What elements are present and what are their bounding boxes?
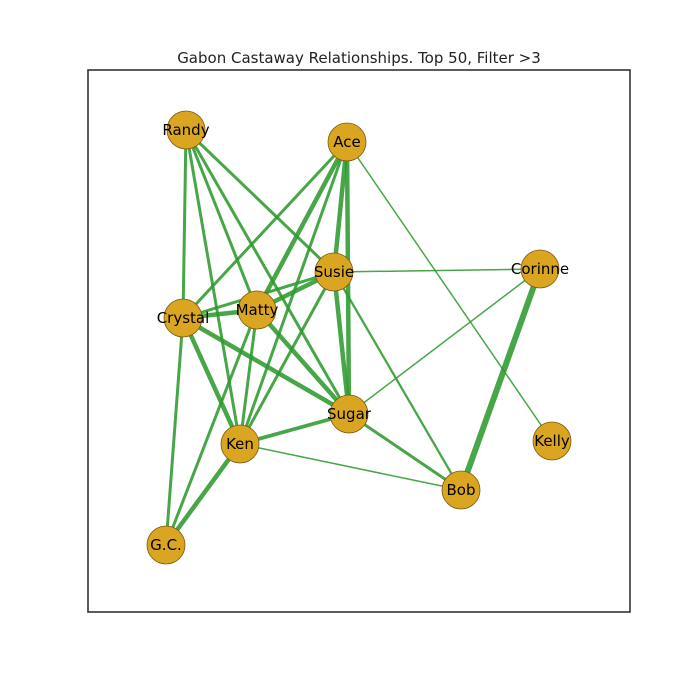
edge-susie-sugar <box>331 271 352 415</box>
node-circle <box>329 394 369 434</box>
edge-ace-matty <box>255 140 349 312</box>
node-susie: Susie <box>314 252 354 292</box>
edge-susie-bob <box>333 271 462 491</box>
node-label: Susie <box>314 263 354 281</box>
node-sugar: Sugar <box>327 394 372 434</box>
edge-crystal-sugar <box>181 316 351 416</box>
node-label: Kelly <box>534 432 570 450</box>
node-circle <box>314 252 354 292</box>
node-label: Ace <box>333 133 360 151</box>
node-ken: Ken <box>220 424 260 464</box>
edge-matty-sugar <box>255 308 351 416</box>
edge-ken-bob <box>239 443 462 491</box>
node-circle <box>441 470 481 510</box>
edge-crystal-ken <box>180 317 243 445</box>
edge-randy-crystal <box>181 129 188 319</box>
node-label: Corinne <box>511 260 569 278</box>
edge-crystal-gc <box>164 317 185 546</box>
node-corinne: Corinne <box>511 249 569 289</box>
node-label: Crystal <box>157 309 210 327</box>
node-circle <box>146 525 186 565</box>
node-kelly: Kelly <box>532 421 572 461</box>
node-circle <box>327 122 367 162</box>
node-crystal: Crystal <box>157 298 210 338</box>
edge-matty-ken <box>238 309 259 445</box>
edge-susie-corinne <box>333 268 541 273</box>
node-circle <box>220 424 260 464</box>
node-label: Ken <box>226 435 254 453</box>
edge-layer <box>164 128 553 547</box>
node-label: G.C. <box>150 536 182 554</box>
edge-ace-crystal <box>181 140 349 320</box>
node-circle <box>520 249 560 289</box>
node-ace: Ace <box>327 122 367 162</box>
edge-susie-ken <box>238 271 336 445</box>
edge-ace-susie <box>331 141 350 273</box>
edge-corinne-bob <box>458 267 543 492</box>
node-label: Sugar <box>327 405 372 423</box>
node-circle <box>237 290 277 330</box>
node-circle <box>166 110 206 150</box>
node-label: Matty <box>236 301 279 319</box>
edge-ken-gc <box>164 442 242 547</box>
edge-randy-matty <box>184 129 259 311</box>
node-circle <box>163 298 203 338</box>
edge-corinne-sugar <box>348 268 541 415</box>
chart-title: Gabon Castaway Relationships. Top 50, Fi… <box>177 49 541 67</box>
edge-ace-kelly <box>346 141 553 442</box>
edge-randy-sugar <box>184 129 351 415</box>
node-label: Bob <box>447 481 476 499</box>
edge-sugar-bob <box>348 412 462 492</box>
node-label: Randy <box>162 121 209 139</box>
node-bob: Bob <box>441 470 481 510</box>
node-gc: G.C. <box>146 525 186 565</box>
node-matty: Matty <box>236 290 279 330</box>
node-randy: Randy <box>162 110 210 150</box>
node-layer: Randy Ace Susie Corinne Crystal Matty Sugar Kel… <box>146 110 572 565</box>
node-circle <box>532 421 572 461</box>
plot-frame <box>87 69 631 613</box>
edge-matty-gc <box>164 309 259 546</box>
